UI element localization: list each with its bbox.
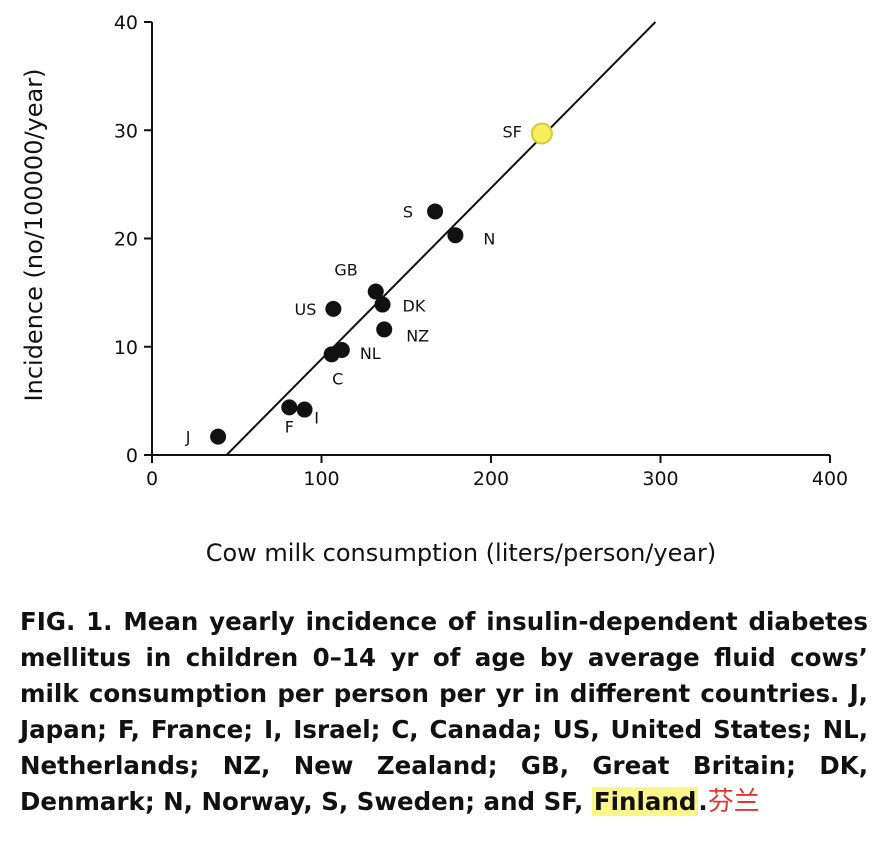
point-label-nl: NL: [360, 344, 381, 363]
data-points: [210, 122, 553, 445]
annotation-chinese: 芬兰: [707, 787, 760, 817]
point-label-i: I: [314, 409, 319, 428]
point-label-gb: GB: [334, 261, 357, 280]
y-tick-label: 40: [114, 12, 138, 34]
caption-highlight-finland: Finland: [591, 787, 699, 816]
data-point-nl: [333, 341, 350, 358]
data-point-f: [281, 399, 298, 416]
point-label-n: N: [483, 229, 495, 248]
regression-line-group: [225, 21, 657, 456]
point-labels: J F I C NL US GB DK NZ S N SF: [185, 122, 522, 446]
data-point-gb: [367, 283, 384, 300]
data-point-j: [210, 428, 227, 445]
caption-text: FIG. 1. Mean yearly incidence of insulin…: [20, 607, 868, 816]
regression-line: [225, 21, 657, 456]
point-label-us: US: [294, 300, 316, 319]
data-point-s: [427, 203, 444, 220]
point-label-f: F: [285, 417, 294, 436]
point-label-s: S: [403, 202, 413, 221]
y-tick-label: 30: [114, 120, 138, 142]
y-axis-label: Incidence (no/100000/year): [20, 69, 48, 402]
data-point-i: [296, 401, 313, 418]
x-tick-label: 100: [303, 468, 339, 490]
point-label-nz: NZ: [406, 326, 429, 345]
axes: [144, 21, 831, 463]
figure-caption: FIG. 1. Mean yearly incidence of insulin…: [20, 604, 868, 820]
data-point-us: [325, 300, 342, 317]
tick-labels: 0 100 200 300 400 0 10 20 30 40: [114, 12, 848, 490]
x-tick-label: 200: [473, 468, 509, 490]
point-label-dk: DK: [403, 297, 426, 316]
y-tick-label: 0: [126, 445, 138, 467]
chart: 0 100 200 300 400 0 10 20 30 40 J F I C NL US GB DK NZ S N S…: [20, 12, 848, 567]
x-tick-label: 300: [642, 468, 678, 490]
data-point-nz: [376, 321, 393, 338]
point-label-sf: SF: [502, 122, 521, 141]
scatter-plot: 0 100 200 300 400 0 10 20 30 40 J F I C NL US GB DK NZ S N S…: [20, 12, 848, 567]
point-label-c: C: [332, 369, 343, 388]
point-label-j: J: [185, 428, 191, 447]
y-tick-label: 20: [114, 229, 138, 251]
x-tick-label: 0: [146, 468, 158, 490]
data-point-sf: [530, 122, 553, 145]
y-tick-label: 10: [114, 337, 138, 359]
x-tick-label: 400: [812, 468, 848, 490]
caption-period: .: [698, 787, 708, 816]
data-point-dk: [374, 296, 391, 313]
x-axis-label: Cow milk consumption (liters/person/year…: [206, 539, 717, 567]
data-point-n: [447, 227, 464, 244]
